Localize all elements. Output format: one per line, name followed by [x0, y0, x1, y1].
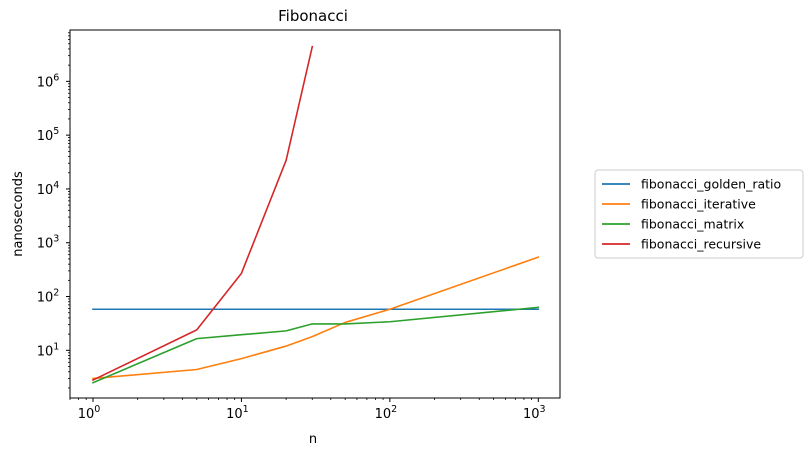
legend-label: fibonacci_golden_ratio [641, 177, 781, 192]
x-axis-label: n [309, 432, 317, 447]
y-tick-label: 104 [37, 180, 60, 198]
legend-box [594, 169, 804, 259]
series-line-fibonacci-iterative [92, 256, 540, 380]
y-tick-label: 105 [37, 126, 60, 144]
legend-label: fibonacci_recursive [641, 237, 761, 252]
legend-label: fibonacci_iterative [641, 197, 756, 212]
x-tick-label: 103 [523, 404, 546, 422]
y-tick-label: 103 [37, 234, 60, 252]
series-line-fibonacci-recursive [91, 45, 314, 382]
series-line-fibonacci-matrix [91, 306, 540, 384]
series-lines [91, 45, 540, 384]
chart-title: Fibonacci [278, 7, 348, 25]
x-tick-label: 102 [375, 404, 398, 422]
y-tick-label: 101 [37, 341, 60, 359]
plot-frame [69, 29, 561, 399]
y-axis-label: nanoseconds [11, 171, 26, 257]
x-tick-label: 100 [78, 404, 101, 422]
minor-ticks [68, 32, 532, 400]
x-tick-label: 101 [226, 404, 249, 422]
y-tick-label: 106 [37, 72, 60, 90]
legend-label: fibonacci_matrix [641, 217, 744, 232]
major-ticks [66, 80, 539, 402]
legend: fibonacci_golden_ratio fibonacci_iterativ… [594, 169, 804, 259]
y-tick-label: 102 [37, 288, 60, 306]
